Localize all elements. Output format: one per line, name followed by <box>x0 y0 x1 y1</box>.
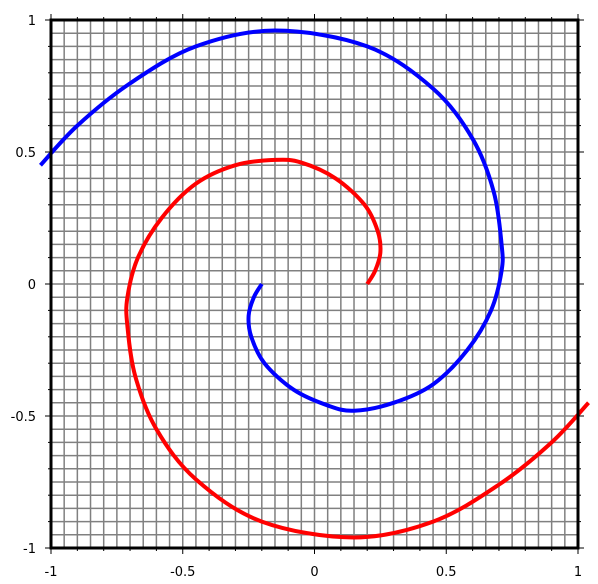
series-group <box>38 28 591 540</box>
axis-ticks <box>45 14 584 554</box>
series-line-2 <box>124 157 591 540</box>
grid-lines <box>50 19 579 549</box>
y-tick-label: -1 <box>23 542 36 557</box>
x-tick-label: 0.5 <box>436 565 457 580</box>
x-tick-label: -0.5 <box>170 565 195 580</box>
y-tick-label: -0.5 <box>11 410 36 425</box>
series-line-1 <box>38 28 505 413</box>
x-tick-label: 1 <box>574 565 582 580</box>
y-tick-label: 0 <box>28 278 36 293</box>
x-tick-label: -1 <box>45 565 58 580</box>
y-tick-label: 1 <box>28 14 36 29</box>
y-tick-label: 0.5 <box>15 146 36 161</box>
x-tick-labels: -1 -0.5 0 0.5 1 <box>45 565 583 580</box>
y-tick-labels: 1 0.5 0 -0.5 -1 <box>11 14 36 557</box>
x-tick-label: 0 <box>310 565 318 580</box>
